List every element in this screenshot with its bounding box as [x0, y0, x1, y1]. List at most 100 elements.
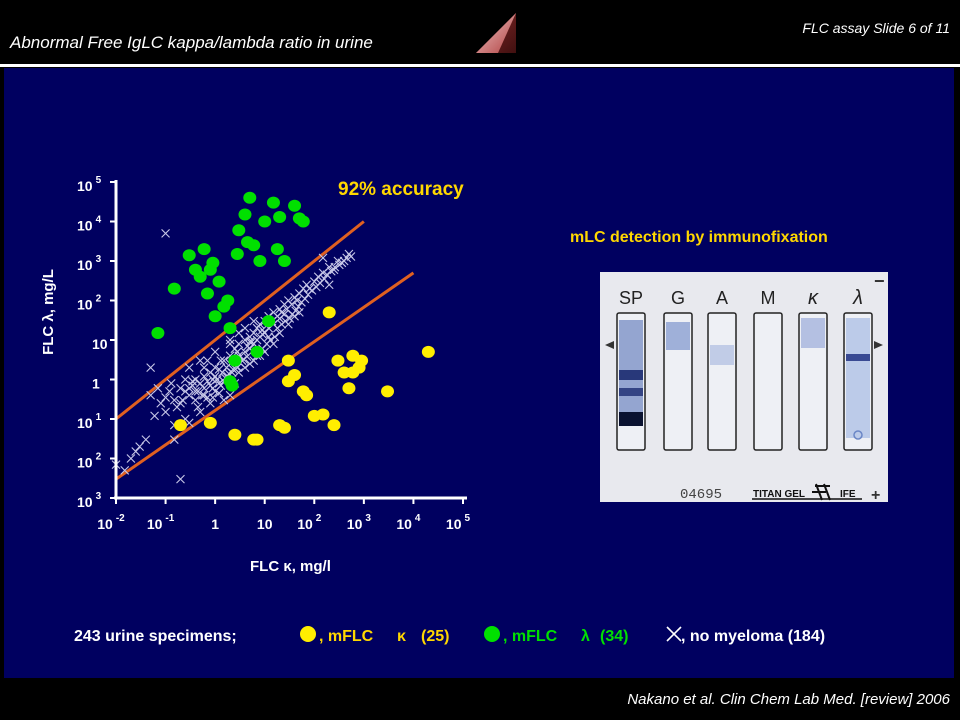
point-no-myeloma [166, 378, 176, 388]
point-no-myeloma [203, 356, 212, 366]
x-axis-ticks: 10 -2 10 -1 1 10 10 2 10 3 10 4 10 5 [97, 498, 471, 532]
point-mflc-lambda [243, 191, 257, 204]
gel-lane-label: M [761, 288, 776, 308]
point-no-myeloma [225, 335, 235, 345]
point-no-myeloma [199, 371, 209, 381]
legend-kappa-symbol: κ [397, 628, 406, 645]
point-no-myeloma [265, 335, 275, 345]
point-no-myeloma [169, 395, 179, 405]
point-no-myeloma [225, 390, 235, 400]
gel-lane-label: κ [808, 287, 819, 309]
legend-kappa-marker [300, 626, 316, 642]
point-no-myeloma [280, 309, 289, 319]
gel-band [619, 412, 643, 426]
x-axis-title: FLC κ, mg/l [250, 558, 331, 575]
legend-nomyeloma-marker [666, 626, 682, 642]
x-tick-label: 10 -1 [147, 513, 175, 532]
point-no-myeloma [169, 435, 179, 445]
point-no-myeloma [191, 387, 200, 396]
point-no-myeloma [249, 328, 259, 338]
x-tick-label: 10 3 [347, 513, 372, 532]
legend-lambda-marker [484, 626, 500, 642]
point-mflc-lambda [238, 208, 252, 221]
gel-band [710, 345, 734, 365]
point-no-myeloma [191, 395, 200, 405]
point-no-myeloma [156, 398, 166, 408]
header-divider [0, 64, 960, 67]
y-tick-label: 10 2 [77, 452, 102, 471]
point-no-myeloma [216, 381, 226, 391]
point-no-myeloma [180, 375, 190, 384]
point-no-myeloma [320, 274, 329, 284]
gel-lane [707, 312, 737, 451]
point-no-myeloma [184, 363, 194, 372]
point-no-myeloma [287, 299, 297, 309]
point-mflc-lambda [262, 315, 276, 328]
legend: 243 urine specimens; , mFLC κ (25) , mFL… [74, 626, 825, 645]
reference-line-2 [115, 271, 415, 481]
point-no-myeloma [131, 447, 141, 456]
gel-plus-sign: + [871, 487, 880, 504]
point-no-myeloma [234, 328, 244, 338]
point-mflc-lambda [232, 224, 246, 237]
y-tick-label: 10 3 [77, 254, 102, 273]
point-no-myeloma [176, 398, 185, 408]
point-no-myeloma [150, 411, 159, 421]
gel-brand: TITAN GEL [753, 489, 805, 500]
point-no-myeloma [203, 376, 212, 386]
point-no-myeloma [197, 390, 207, 400]
point-no-myeloma [219, 395, 229, 405]
point-mflc-kappa [316, 408, 330, 421]
x-tick-label: 10 2 [297, 513, 322, 532]
legend-lambda-symbol: λ [581, 628, 590, 645]
point-mflc-kappa [322, 306, 336, 319]
point-mflc-lambda [197, 243, 211, 256]
x-tick-label: 10 4 [396, 513, 421, 532]
gel-band [801, 318, 825, 348]
x-tick-label: 10 [257, 516, 273, 532]
point-no-myeloma [258, 329, 267, 339]
point-no-myeloma [212, 375, 222, 384]
gel-left-arrow [605, 341, 614, 349]
point-mflc-lambda [250, 345, 264, 358]
point-no-myeloma [346, 252, 356, 261]
point-mflc-lambda [230, 248, 244, 261]
y-tick-label: 10 2 [77, 294, 102, 313]
point-mflc-lambda [228, 354, 242, 367]
reference-lines [115, 220, 415, 481]
point-mflc-kappa [421, 345, 435, 358]
point-mflc-lambda [223, 322, 237, 335]
point-mflc-kappa [346, 366, 360, 379]
point-mflc-lambda [167, 282, 181, 295]
point-no-myeloma [188, 376, 197, 386]
gel-lane-label: SP [619, 288, 643, 308]
point-mflc-lambda [258, 215, 272, 228]
point-no-myeloma [330, 262, 340, 272]
gel-sample-number: 04695 [680, 487, 722, 503]
point-no-myeloma [318, 253, 328, 263]
gel-right-arrow [874, 341, 883, 349]
gel-lane [753, 312, 783, 451]
point-mflc-lambda [200, 287, 214, 300]
y-tick-label: 10 3 [77, 491, 102, 510]
point-mflc-lambda [277, 255, 291, 267]
point-no-myeloma [184, 383, 194, 393]
point-no-myeloma [294, 302, 303, 312]
x-tick-label: 1 [211, 516, 219, 532]
point-mflc-lambda [247, 239, 261, 252]
point-no-myeloma [234, 368, 244, 377]
point-no-myeloma [208, 393, 218, 402]
gel-lane-label: G [671, 288, 685, 308]
slide-counter: FLC assay Slide 6 of 11 [802, 20, 950, 36]
point-mflc-kappa [331, 354, 345, 367]
reference-line-1 [115, 220, 365, 421]
legend-kappa-count: (25) [421, 628, 449, 645]
point-mflc-lambda [206, 256, 220, 269]
point-no-myeloma [195, 378, 205, 388]
point-no-myeloma [146, 363, 156, 372]
point-no-myeloma [146, 390, 156, 400]
point-no-myeloma [126, 454, 136, 463]
